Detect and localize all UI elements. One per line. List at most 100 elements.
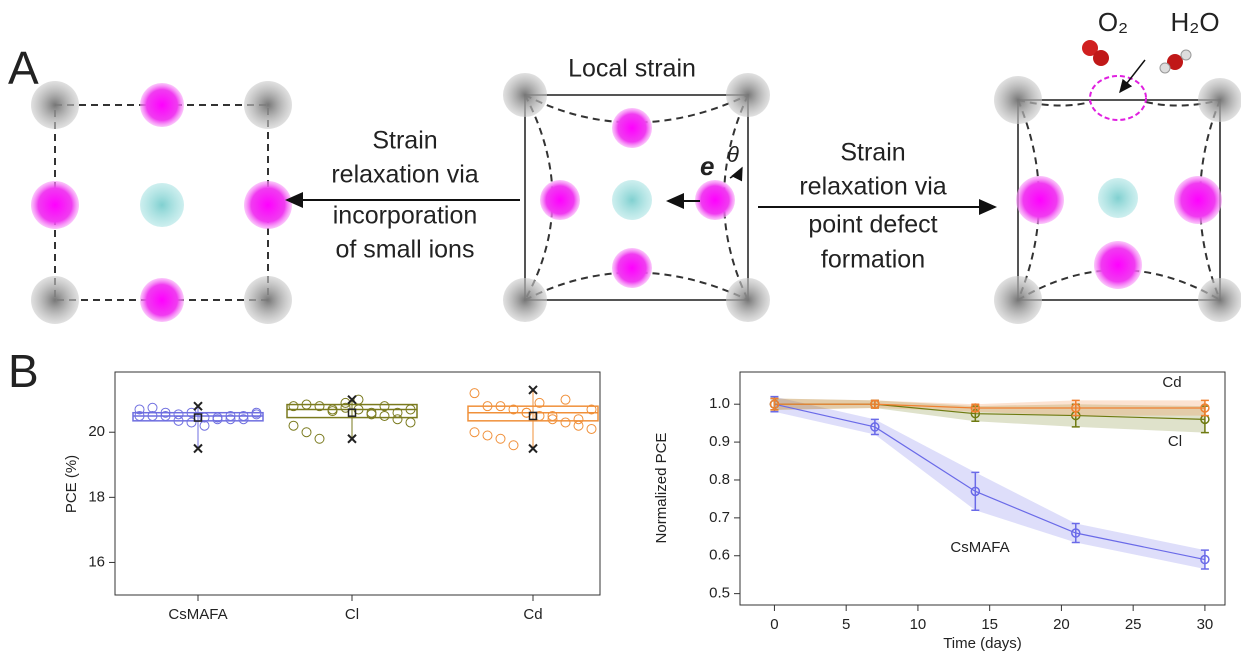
data-point — [392, 414, 403, 425]
molecule-label: O₂ — [1098, 7, 1128, 37]
data-point — [366, 409, 377, 420]
data-point — [560, 417, 571, 428]
data-point — [212, 412, 223, 423]
data-point — [379, 410, 390, 421]
left-caption: Strain relaxation via incorporation of s… — [331, 127, 478, 264]
caption-line: incorporation — [333, 202, 478, 230]
data-point — [573, 420, 584, 431]
y-tick-label: 0.6 — [709, 547, 730, 564]
data-point — [547, 410, 558, 421]
data-point — [173, 409, 184, 420]
data-point — [379, 401, 390, 412]
data-point — [482, 430, 493, 441]
x-tick-label: Cd — [523, 606, 542, 623]
data-point — [1200, 554, 1210, 565]
y-tick-label: 16 — [88, 553, 105, 570]
data-point — [534, 397, 545, 408]
data-point — [495, 433, 506, 444]
x-tick-label: 25 — [1125, 616, 1142, 633]
panel-label: B — [8, 345, 39, 397]
data-point — [340, 402, 351, 413]
diagram-title: Local strain — [568, 55, 696, 83]
mean-marker — [528, 411, 538, 421]
error-bar — [1071, 399, 1080, 417]
error-band — [774, 396, 1205, 570]
data-point — [469, 427, 480, 438]
caption-line: point defect — [808, 211, 937, 239]
series-label: Cl — [1168, 433, 1182, 450]
molecule-label: H₂O — [1170, 7, 1219, 37]
min-marker — [347, 434, 357, 444]
data-point — [238, 414, 249, 425]
plot-frame — [739, 371, 1226, 606]
caption-line: Strain — [840, 139, 905, 167]
lattice-middle — [503, 73, 770, 322]
error-bar — [870, 418, 879, 436]
data-point — [186, 407, 197, 418]
data-point — [508, 440, 519, 451]
mean-marker — [193, 413, 203, 422]
error-bar — [1200, 399, 1209, 417]
data-point — [547, 414, 558, 425]
data-point — [769, 399, 780, 409]
data-point — [1200, 403, 1210, 413]
data-point — [314, 401, 325, 412]
y-tick-label: 1.0 — [709, 395, 730, 412]
data-point — [225, 410, 236, 421]
data-point — [1071, 403, 1081, 413]
data-point — [173, 415, 184, 426]
data-point — [482, 401, 493, 412]
data-point — [225, 414, 236, 425]
data-point — [870, 399, 880, 409]
x-tick-label: Cl — [345, 606, 359, 623]
data-point — [1071, 528, 1081, 538]
x-tick-label: CsMAFA — [168, 606, 227, 623]
x-tick-label: 30 — [1197, 616, 1214, 633]
x-tick-label: 10 — [910, 616, 927, 633]
series-label: CsMAFA — [950, 539, 1009, 556]
data-point — [238, 410, 249, 421]
y-tick-label: 0.8 — [709, 471, 730, 488]
data-point — [405, 417, 416, 428]
y-axis-label: PCE (%) — [63, 455, 80, 513]
data-point — [970, 403, 981, 413]
data-point — [199, 420, 210, 431]
data-point — [870, 422, 880, 432]
data-point — [134, 404, 145, 415]
data-point — [970, 486, 981, 497]
data-point — [160, 410, 171, 421]
x-tick-label: 5 — [842, 616, 850, 633]
y-tick-label: 0.9 — [709, 433, 730, 450]
data-point — [301, 399, 312, 410]
caption-line: relaxation via — [331, 161, 478, 189]
min-marker — [528, 443, 538, 454]
data-point — [560, 394, 571, 405]
series-label: Cd — [1162, 374, 1181, 391]
right-caption: Strain relaxation via point defect forma… — [799, 139, 946, 274]
data-point — [586, 423, 597, 434]
error-band — [774, 398, 1205, 416]
data-point — [353, 394, 364, 405]
data-point — [147, 402, 158, 413]
y-tick-label: 20 — [88, 423, 105, 440]
lattice-left — [31, 81, 292, 324]
error-bar — [1200, 549, 1209, 570]
max-marker — [528, 385, 538, 395]
strain-theta: θ — [727, 142, 739, 167]
mean-marker — [347, 408, 357, 417]
data-point — [288, 401, 299, 412]
caption-line: of small ions — [336, 236, 475, 264]
y-tick-label: 0.5 — [709, 585, 730, 602]
data-point — [160, 407, 171, 418]
data-point — [573, 414, 584, 425]
data-point — [534, 410, 545, 421]
lattice-right — [994, 40, 1241, 324]
x-tick-label: 15 — [981, 616, 998, 633]
data-point — [586, 404, 597, 415]
data-point — [469, 388, 480, 399]
caption-line: Strain — [372, 127, 437, 155]
data-point — [327, 406, 338, 417]
data-point — [199, 412, 210, 423]
y-tick-label: 18 — [88, 488, 105, 505]
